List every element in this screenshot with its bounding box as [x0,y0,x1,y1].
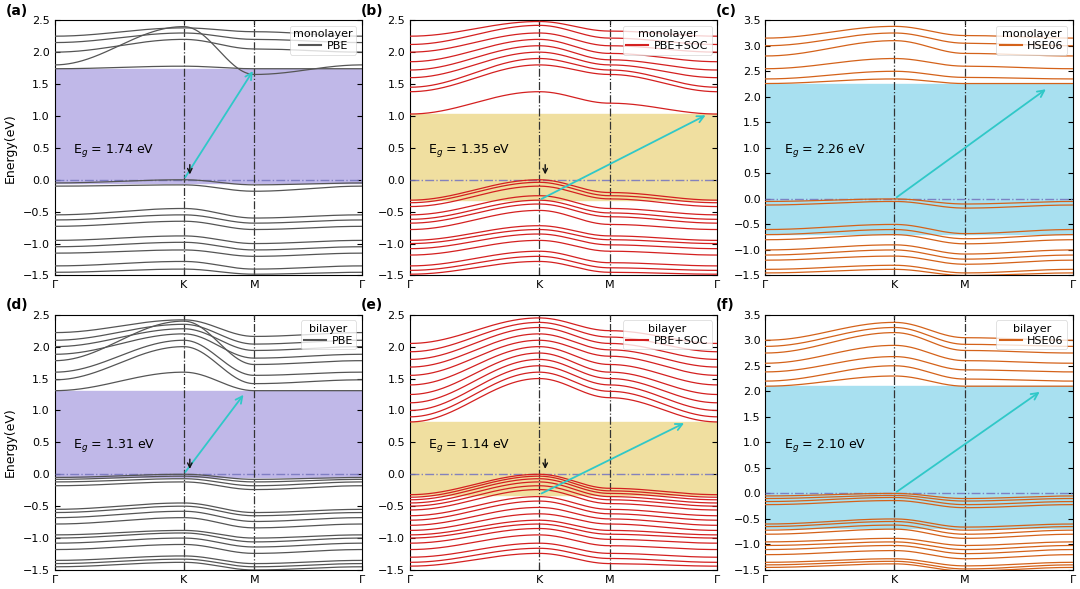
Legend: HSE06: HSE06 [996,26,1067,55]
Text: (b): (b) [361,4,383,18]
Legend: PBE+SOC: PBE+SOC [623,320,712,349]
Y-axis label: Energy(eV): Energy(eV) [4,113,17,183]
Text: (f): (f) [716,298,735,312]
Legend: HSE06: HSE06 [996,320,1067,349]
Text: E$_g$ = 2.10 eV: E$_g$ = 2.10 eV [784,436,866,454]
Text: E$_g$ = 1.35 eV: E$_g$ = 1.35 eV [429,142,511,159]
Text: E$_g$ = 1.74 eV: E$_g$ = 1.74 eV [73,142,154,159]
Text: (e): (e) [361,298,383,312]
Text: (c): (c) [716,4,738,18]
Y-axis label: Energy(eV): Energy(eV) [4,408,17,477]
Legend: PBE+SOC: PBE+SOC [623,26,712,55]
Legend: PBE: PBE [300,320,356,349]
Legend: PBE: PBE [291,26,356,55]
Text: E$_g$ = 1.31 eV: E$_g$ = 1.31 eV [73,436,156,454]
Text: (d): (d) [5,298,28,312]
Text: E$_g$ = 1.14 eV: E$_g$ = 1.14 eV [429,436,511,454]
Text: E$_g$ = 2.26 eV: E$_g$ = 2.26 eV [784,142,865,159]
Text: (a): (a) [5,4,28,18]
